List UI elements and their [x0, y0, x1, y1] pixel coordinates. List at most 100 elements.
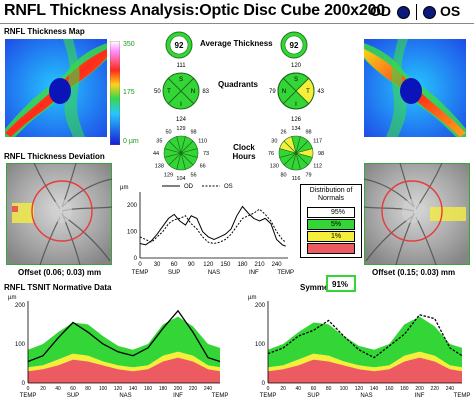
- od-clock-value: 129: [176, 126, 185, 132]
- center-legend-os: OS: [224, 184, 233, 190]
- os-clock-value: 26: [280, 129, 286, 135]
- center-xtick: 180: [237, 262, 248, 268]
- os-tsnit-chart: µm 0 100 200 0 20 40 60 80 100 120 140 160 180 200 220 2…: [248, 295, 471, 399]
- os-xtick: 140: [370, 386, 379, 392]
- legend-item-5: 5%: [331, 221, 342, 228]
- od-xtick: 220: [189, 386, 198, 392]
- os-deviation-map: [364, 163, 470, 265]
- os-clock-value: 80: [280, 173, 286, 179]
- os-xtick: 20: [280, 386, 286, 392]
- os-clock-value: 112: [313, 164, 322, 170]
- os-average-value: 92: [290, 41, 299, 50]
- od-quad-i-letter: I: [180, 102, 182, 108]
- center-region-label: TEMP: [132, 270, 149, 276]
- od-clock-value: 129: [164, 173, 173, 179]
- center-line-os: [139, 208, 287, 245]
- od-xtick: 60: [70, 386, 76, 392]
- od-clock-value: 35: [156, 139, 162, 145]
- od-region-label: TEMP: [212, 393, 229, 399]
- os-ytick: 100: [255, 342, 266, 348]
- center-line-od: [139, 205, 286, 247]
- report-title: RNFL Thickness Analysis:Optic Disc Cube …: [4, 2, 385, 19]
- center-xtick: 120: [203, 262, 214, 268]
- center-xtick: 0: [138, 262, 142, 268]
- od-clock-value: 138: [155, 164, 164, 170]
- tsnit-title: RNFL TSNIT Normative Data: [4, 283, 112, 292]
- scale-min-label: 0 µm: [123, 138, 139, 145]
- center-region-label: TEMP: [277, 270, 294, 276]
- os-eye-icon: [423, 6, 436, 19]
- os-clock-sector: [283, 136, 297, 155]
- os-region-label: SUP: [307, 393, 319, 399]
- os-band-green: [268, 316, 462, 368]
- os-xtick: 100: [340, 386, 349, 392]
- od-tsnit-chart: µm 0 100 200 0 20 40 60 80 100 120 140 160 180 200 220 2…: [8, 295, 229, 399]
- os-clock-value: 76: [268, 151, 274, 157]
- os-quad-n-letter: T: [306, 89, 310, 95]
- os-xtick: 200: [415, 386, 424, 392]
- thickness-map-title: RNFL Thickness Map: [4, 27, 85, 36]
- center-xtick: 240: [272, 262, 283, 268]
- os-thickness-map: [364, 39, 466, 137]
- os-clock-value: 116: [292, 176, 301, 181]
- od-deviation-map: [6, 163, 112, 265]
- os-ylabel: µm: [248, 295, 256, 301]
- od-quad-t-letter: T: [167, 89, 171, 95]
- legend-item-95: 95%: [331, 209, 346, 216]
- od-band-red: [28, 357, 220, 383]
- center-ytick: 0: [134, 256, 138, 262]
- os-quad-s-letter: S: [294, 77, 298, 83]
- od-tsnit-line: [27, 309, 221, 363]
- od-band-green: [28, 316, 220, 368]
- od-region-label: NAS: [119, 393, 131, 399]
- tsnit-overlay-chart: µm 0 100 200 0 30 60 90 120 150 180 210 240 TEMP SUP NA…: [120, 184, 294, 276]
- os-xtick: 60: [311, 386, 317, 392]
- os-xtick: 240: [446, 386, 455, 392]
- od-xtick: 80: [85, 386, 91, 392]
- os-ytick: 200: [255, 303, 266, 309]
- od-band-white: [28, 304, 220, 350]
- od-thickness-map: [5, 39, 107, 137]
- od-xtick: 40: [55, 386, 61, 392]
- od-quad-n-letter: N: [191, 89, 195, 95]
- os-tsnit-line: [267, 313, 463, 359]
- od-clock-value: 50: [165, 129, 171, 135]
- os-clock-value: 98: [318, 151, 324, 157]
- od-ylabel: µm: [8, 295, 16, 301]
- od-quad-t-value: 50: [154, 89, 161, 95]
- color-scale-bar: [110, 41, 120, 145]
- center-xtick: 210: [255, 262, 266, 268]
- os-clock-value: 98: [305, 129, 311, 135]
- od-clock-value: 98: [190, 129, 196, 135]
- os-clock-value: 130: [270, 164, 279, 170]
- od-quad-n-value: 83: [202, 89, 209, 95]
- od-clock-value: 110: [198, 139, 207, 145]
- od-band-yellow: [28, 351, 220, 372]
- legend-title: Distribution of Normals: [309, 187, 353, 202]
- scale-max-label: 350: [123, 41, 135, 48]
- os-xtick: 80: [326, 386, 332, 392]
- center-region-label: INF: [249, 270, 259, 276]
- os-region-label: NAS: [360, 393, 372, 399]
- od-xtick: 0: [27, 386, 30, 392]
- os-xtick: 40: [296, 386, 302, 392]
- od-ytick: 100: [15, 342, 26, 348]
- os-average-circle: 92: [280, 31, 308, 59]
- quadrants-label: Quadrants: [218, 80, 259, 89]
- od-xtick: 160: [144, 386, 153, 392]
- od-xtick: 240: [204, 386, 213, 392]
- od-clock-value: 66: [200, 164, 206, 170]
- os-quad-i-value: 126: [291, 117, 302, 122]
- os-band-yellow: [268, 351, 462, 372]
- legend-swatch-95: [307, 207, 355, 218]
- average-thickness-label: Average Thickness: [200, 39, 273, 48]
- os-quad-t-letter: N: [282, 89, 286, 95]
- od-region-label: INF: [173, 393, 183, 399]
- os-region-label: TEMP: [454, 393, 471, 399]
- od-ytick: 200: [15, 303, 26, 309]
- os-quad-t-value: 79: [269, 89, 276, 95]
- os-band-white: [268, 304, 462, 350]
- os-clock-value: 117: [313, 139, 322, 145]
- os-clock-value: 30: [271, 139, 277, 145]
